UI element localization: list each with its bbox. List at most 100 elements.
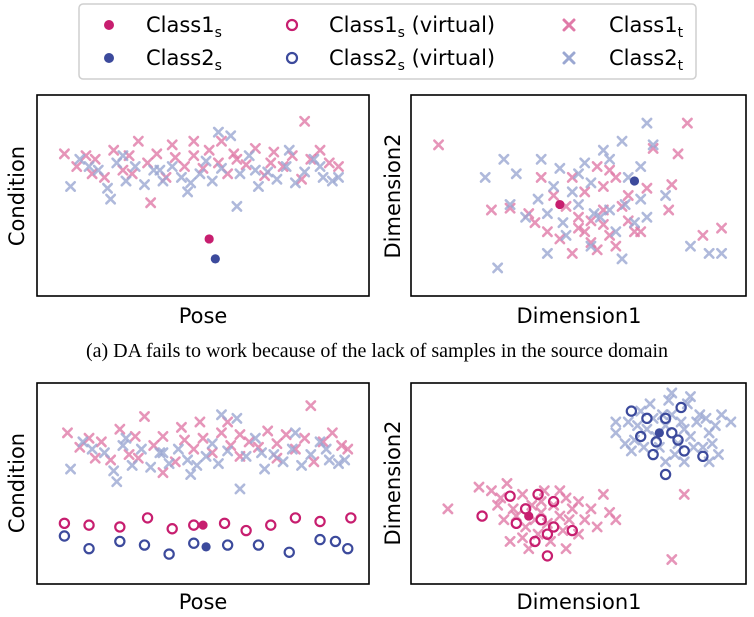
point-b-right-class2-s-virtual-6 — [666, 427, 678, 439]
point-a-right-class1-t-33 — [622, 190, 634, 201]
point-b-right-class2-t-39 — [666, 387, 678, 399]
point-b-left-class2-s-virtual-8 — [283, 546, 295, 558]
point-a-right-class2-t-37 — [492, 262, 504, 274]
point-b-left-class1-s-virtual-1 — [83, 519, 95, 531]
point-a-right-class2-t-28 — [579, 157, 591, 169]
point-a-left-class2-t-19 — [234, 168, 246, 180]
point-a-right-class2-t-9 — [566, 186, 578, 198]
legend-marker-class2-source — [104, 53, 114, 63]
point-a-right-class2-t-12 — [520, 211, 532, 223]
point-a-left-class1-t-23 — [268, 146, 280, 158]
point-a-left-class2-t-20 — [243, 150, 255, 162]
point-b-right-class2-t-17 — [644, 398, 656, 410]
point-a-left-class2-t-23 — [271, 173, 283, 185]
point-b-left-class1-t-15 — [206, 447, 218, 459]
point-a-right-class1-t-10 — [610, 240, 622, 252]
point-b-right-class2-t-25 — [669, 449, 681, 461]
point-b-left-class2-t-36 — [256, 447, 268, 459]
point-a-left-class2-t-22 — [262, 166, 274, 178]
point-b-left-class2-s-virtual-4 — [163, 548, 175, 560]
point-b-right-class1-t-2 — [485, 485, 497, 497]
legend-label-class1-virtual: Class1s (virtual) — [329, 13, 495, 41]
point-b-left-class1-t-29 — [336, 439, 348, 451]
panel-b-right-frame — [410, 382, 747, 585]
point-a-left-class1-t-25 — [286, 150, 298, 162]
panel-b-left-ylabel: Condition — [5, 433, 29, 533]
point-b-right-class2-t-12 — [691, 416, 703, 428]
point-b-right-class2-t-28 — [700, 412, 712, 424]
point-b-right-class1-t-7 — [517, 488, 529, 500]
point-a-right-class1-t-24 — [635, 226, 647, 238]
point-b-left-class2-t-14 — [200, 450, 212, 462]
point-b-right-class2-t-16 — [716, 409, 728, 421]
point-b-left-class2-t-12 — [182, 454, 194, 466]
point-b-right-class1-t-13 — [538, 485, 550, 497]
point-a-left-class2-t-0 — [65, 180, 77, 192]
point-a-right-class1-t-8 — [597, 218, 609, 230]
point-b-left-class1-t-28 — [326, 427, 338, 439]
point-b-left-class2-t-20 — [249, 432, 261, 444]
point-b-left-class2-s-virtual-1 — [83, 542, 95, 555]
point-b-right-class2-t-36 — [678, 456, 690, 468]
point-a-left-class2-t-33 — [231, 200, 243, 212]
point-b-left-class2-t-31 — [111, 476, 123, 488]
point-b-left-class1-t-8 — [138, 411, 150, 423]
point-b-left-class2-t-17 — [222, 445, 234, 457]
point-a-left-class2-t-18 — [225, 130, 237, 142]
point-b-right-class1-t-8 — [520, 521, 532, 533]
point-b-right-class2-s-0 — [654, 428, 664, 438]
point-a-right-class1-t-0 — [433, 139, 445, 151]
point-b-left-class2-t-7 — [135, 443, 147, 455]
point-a-left-class1-t-10 — [151, 148, 163, 160]
point-a-right-class2-t-11 — [532, 193, 544, 205]
point-b-right-class1-t-33 — [573, 528, 584, 540]
point-b-left-class1-t-1 — [74, 441, 86, 453]
legend-label-class1-source: Class1s — [146, 13, 222, 41]
point-a-right-class2-t-14 — [573, 168, 584, 180]
legend-marker-class1-virtual — [285, 18, 299, 32]
point-b-right-class1-t-31 — [498, 514, 510, 526]
point-b-right-class1-t-38 — [492, 499, 504, 511]
point-b-right-class2-t-35 — [632, 420, 644, 432]
point-a-right-class2-t-32 — [479, 171, 491, 183]
point-a-right-class2-t-23 — [703, 247, 715, 259]
point-a-left-class2-t-7 — [129, 161, 141, 173]
point-b-left-class1-t-36 — [305, 400, 317, 412]
point-b-right-class1-t-39 — [517, 532, 529, 544]
point-b-left-class2-t-3 — [98, 447, 110, 459]
point-a-right-class2-t-21 — [660, 190, 672, 201]
point-b-right-class2-s-virtual-1 — [641, 412, 653, 425]
point-b-right-class1-t-36 — [666, 554, 678, 566]
point-b-right-class2-t-26 — [675, 416, 687, 428]
point-a-right-class2-t-36 — [616, 253, 628, 265]
point-b-left-class2-t-38 — [120, 432, 132, 444]
point-b-left-class2-t-13 — [191, 459, 203, 471]
point-b-left-class2-t-15 — [206, 438, 218, 450]
panel-b-right-marks — [442, 387, 737, 566]
point-b-right-class2-s-virtual-11 — [659, 468, 672, 481]
point-a-left-class1-t-38 — [228, 148, 240, 160]
point-a-right-class2-t-4 — [604, 204, 616, 216]
point-b-left-class2-t-11 — [172, 443, 184, 455]
point-a-right-class1-t-4 — [573, 211, 584, 223]
point-a-right-class2-t-10 — [548, 180, 560, 192]
point-b-right-class2-t-18 — [663, 394, 675, 406]
point-b-left-class2-t-6 — [126, 459, 138, 471]
point-b-left-class1-s-0 — [198, 520, 208, 530]
point-b-right-class2-s-virtual-8 — [647, 448, 659, 461]
point-b-right-class1-t-23 — [579, 514, 591, 526]
point-b-left-class1-t-23 — [280, 429, 292, 441]
point-b-right-class2-s-virtual-3 — [675, 401, 687, 414]
point-a-left-class2-t-37 — [212, 126, 224, 138]
point-a-left-class2-t-26 — [299, 166, 311, 178]
legend-marker-class2-target — [562, 51, 576, 65]
point-b-left-class1-s-virtual-8 — [265, 519, 277, 531]
panel-a-left-xlabel: Pose — [179, 304, 228, 328]
point-b-right-class2-t-19 — [681, 398, 693, 410]
point-b-right-class2-t-13 — [697, 441, 709, 453]
panel-a-right: Dimension1 Dimension2 — [381, 94, 747, 328]
point-b-left-class2-t-28 — [323, 454, 335, 466]
point-b-right-class1-s-virtual-1 — [504, 490, 516, 502]
point-a-right-class2-t-2 — [573, 199, 584, 211]
panel-a-right-frame — [410, 94, 747, 297]
